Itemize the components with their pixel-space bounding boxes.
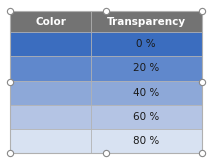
- Bar: [10, 129, 91, 153]
- Bar: [91, 105, 202, 129]
- Text: 40 %: 40 %: [133, 88, 159, 98]
- Bar: [91, 32, 202, 56]
- Text: 60 %: 60 %: [133, 112, 159, 122]
- Bar: [91, 56, 202, 80]
- Text: 0 %: 0 %: [136, 39, 156, 49]
- Text: 80 %: 80 %: [133, 136, 159, 146]
- Text: Color: Color: [35, 17, 66, 27]
- Bar: [10, 32, 91, 56]
- Bar: [10, 80, 91, 105]
- Bar: [91, 11, 202, 32]
- Bar: [10, 11, 202, 153]
- Bar: [10, 105, 91, 129]
- Text: Transparency: Transparency: [107, 17, 186, 27]
- Bar: [10, 56, 91, 80]
- Bar: [91, 80, 202, 105]
- Bar: [10, 11, 91, 32]
- Bar: [91, 129, 202, 153]
- Text: 20 %: 20 %: [133, 63, 159, 73]
